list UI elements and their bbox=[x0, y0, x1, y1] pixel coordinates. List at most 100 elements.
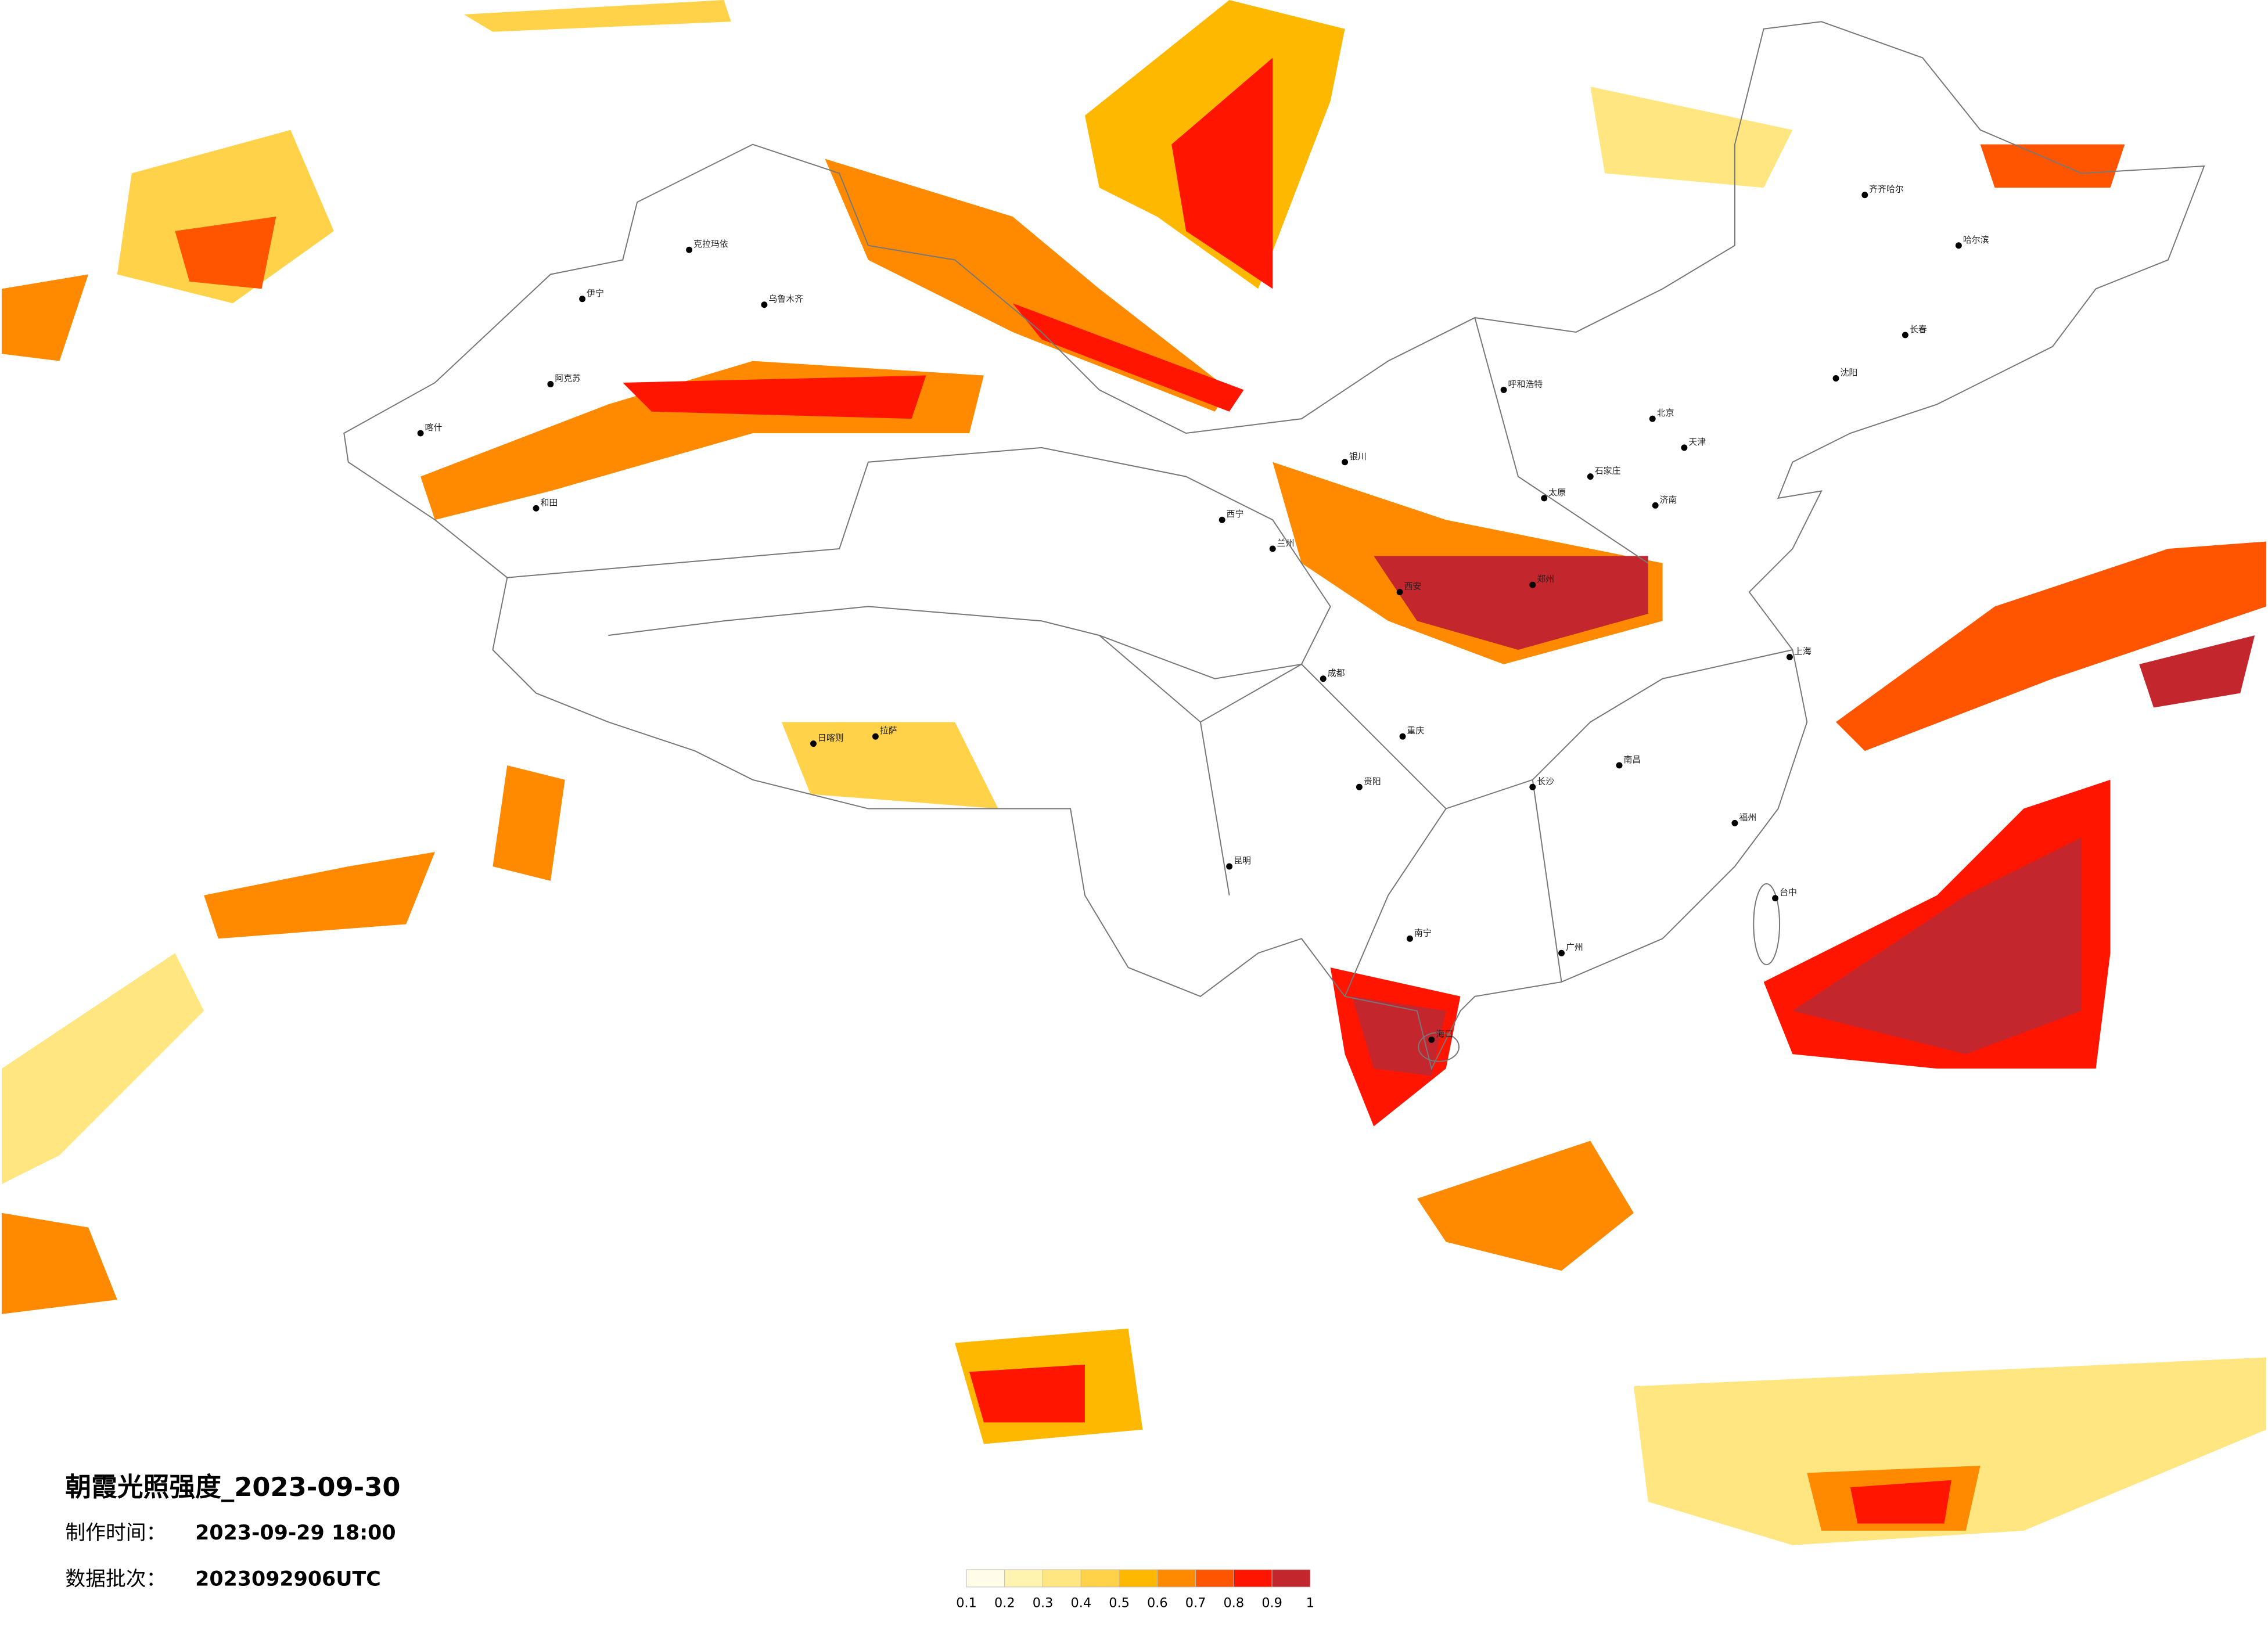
heat-area bbox=[493, 765, 565, 881]
city-label: 长沙 bbox=[1537, 776, 1554, 786]
heat-area bbox=[1980, 144, 2125, 188]
city-dot bbox=[1649, 415, 1656, 422]
city-label: 昆明 bbox=[1234, 855, 1251, 866]
city-label: 成都 bbox=[1328, 668, 1345, 678]
city-dot bbox=[1731, 819, 1738, 826]
heat-area bbox=[1850, 1480, 1951, 1524]
info-value: 2023092906UTC bbox=[195, 1567, 381, 1591]
city-dot bbox=[579, 296, 586, 303]
city-dot bbox=[1652, 502, 1659, 509]
city-dot bbox=[1587, 473, 1594, 480]
city-label: 日喀则 bbox=[818, 733, 844, 743]
legend-swatch bbox=[1233, 1569, 1273, 1588]
city-dot bbox=[1399, 733, 1406, 740]
hainan-border bbox=[1418, 1031, 1460, 1062]
city-label: 克拉玛依 bbox=[693, 239, 728, 249]
city-dot bbox=[1832, 375, 1839, 382]
city-dot bbox=[1529, 581, 1536, 588]
heat-area bbox=[117, 129, 334, 304]
city-label: 郑州 bbox=[1537, 574, 1554, 584]
city-dot bbox=[417, 430, 424, 437]
city-label: 呼和浩特 bbox=[1508, 379, 1543, 389]
city-dot bbox=[547, 380, 554, 387]
city-label: 南宁 bbox=[1414, 927, 1432, 938]
legend-label: 1 bbox=[1306, 1596, 1314, 1611]
heat-area bbox=[969, 1364, 1085, 1423]
city-dot bbox=[1219, 516, 1225, 523]
province-border bbox=[507, 447, 1331, 679]
city-dot bbox=[1396, 589, 1403, 596]
city-dot bbox=[1500, 386, 1507, 393]
city-label: 上海 bbox=[1794, 646, 1811, 656]
city-label: 拉萨 bbox=[880, 725, 897, 736]
heat-area bbox=[1, 1213, 117, 1314]
legend-swatch bbox=[1157, 1569, 1196, 1588]
info-label: 数据批次： bbox=[65, 1567, 166, 1591]
heat-area bbox=[204, 852, 435, 939]
legend-label: 0.5 bbox=[1109, 1596, 1130, 1611]
city-label: 阿克苏 bbox=[555, 373, 581, 383]
city-label: 沈阳 bbox=[1840, 368, 1857, 378]
heat-area bbox=[1374, 556, 1648, 650]
city-label: 济南 bbox=[1660, 494, 1677, 505]
city-dot bbox=[533, 505, 540, 512]
info-value: 2023-09-29 18:00 bbox=[195, 1521, 396, 1545]
legend-label: 0.8 bbox=[1224, 1596, 1245, 1611]
city-dot bbox=[1902, 332, 1908, 339]
legend-label: 0.3 bbox=[1033, 1596, 1054, 1611]
legend-swatch bbox=[1119, 1569, 1158, 1588]
city-label: 伊宁 bbox=[587, 288, 604, 298]
province-border bbox=[1099, 317, 1793, 997]
city-label: 太原 bbox=[1548, 487, 1566, 498]
city-dot bbox=[1861, 192, 1868, 199]
city-label: 南昌 bbox=[1623, 754, 1641, 765]
legend-label: 0.7 bbox=[1185, 1596, 1206, 1611]
city-label: 和田 bbox=[540, 497, 558, 508]
city-label: 天津 bbox=[1688, 437, 1706, 447]
city-dot bbox=[1541, 495, 1548, 502]
legend-swatch bbox=[966, 1569, 1005, 1588]
city-label: 北京 bbox=[1657, 408, 1674, 418]
city-dot bbox=[1558, 949, 1565, 956]
legend-swatch bbox=[1271, 1569, 1311, 1588]
heat-area bbox=[1, 953, 204, 1185]
country-border bbox=[343, 21, 2205, 1070]
boundaries bbox=[343, 21, 2205, 1070]
legend-label: 0.1 bbox=[956, 1596, 977, 1611]
heat-area bbox=[463, 0, 731, 32]
city-label: 重庆 bbox=[1407, 725, 1424, 736]
heat-area bbox=[1633, 1357, 2267, 1545]
city-label: 台中 bbox=[1780, 887, 1797, 898]
heat-area bbox=[781, 722, 998, 809]
heat-area bbox=[1, 274, 89, 361]
city-dot bbox=[1356, 783, 1363, 790]
legend-swatch bbox=[1004, 1569, 1044, 1588]
city-label: 银川 bbox=[1349, 451, 1367, 462]
city-label: 广州 bbox=[1566, 942, 1583, 952]
city-dot bbox=[1406, 935, 1413, 942]
heat-area bbox=[1171, 57, 1273, 289]
city-label: 兰州 bbox=[1277, 538, 1295, 548]
city-dot bbox=[872, 733, 879, 740]
city-label: 石家庄 bbox=[1595, 466, 1621, 476]
city-label: 哈尔滨 bbox=[1963, 235, 1989, 245]
city-dot bbox=[1342, 459, 1349, 466]
heat-area bbox=[2139, 635, 2255, 708]
city-dot bbox=[1955, 242, 1962, 249]
city-dot bbox=[1786, 653, 1793, 660]
legend-label: 0.9 bbox=[1261, 1596, 1282, 1611]
city-dot bbox=[1681, 444, 1688, 451]
heat-area bbox=[623, 375, 926, 419]
city-label: 长春 bbox=[1910, 324, 1927, 334]
heat-area bbox=[1836, 541, 2267, 751]
heat-layer bbox=[1, 0, 2267, 1545]
city-label: 福州 bbox=[1739, 812, 1756, 822]
city-label: 齐齐哈尔 bbox=[1869, 184, 1904, 195]
city-dot bbox=[1320, 675, 1327, 682]
city-label: 西安 bbox=[1404, 581, 1422, 592]
heat-area bbox=[1792, 837, 2082, 1055]
legend-swatch bbox=[1043, 1569, 1081, 1588]
legend-swatch bbox=[1080, 1569, 1120, 1588]
